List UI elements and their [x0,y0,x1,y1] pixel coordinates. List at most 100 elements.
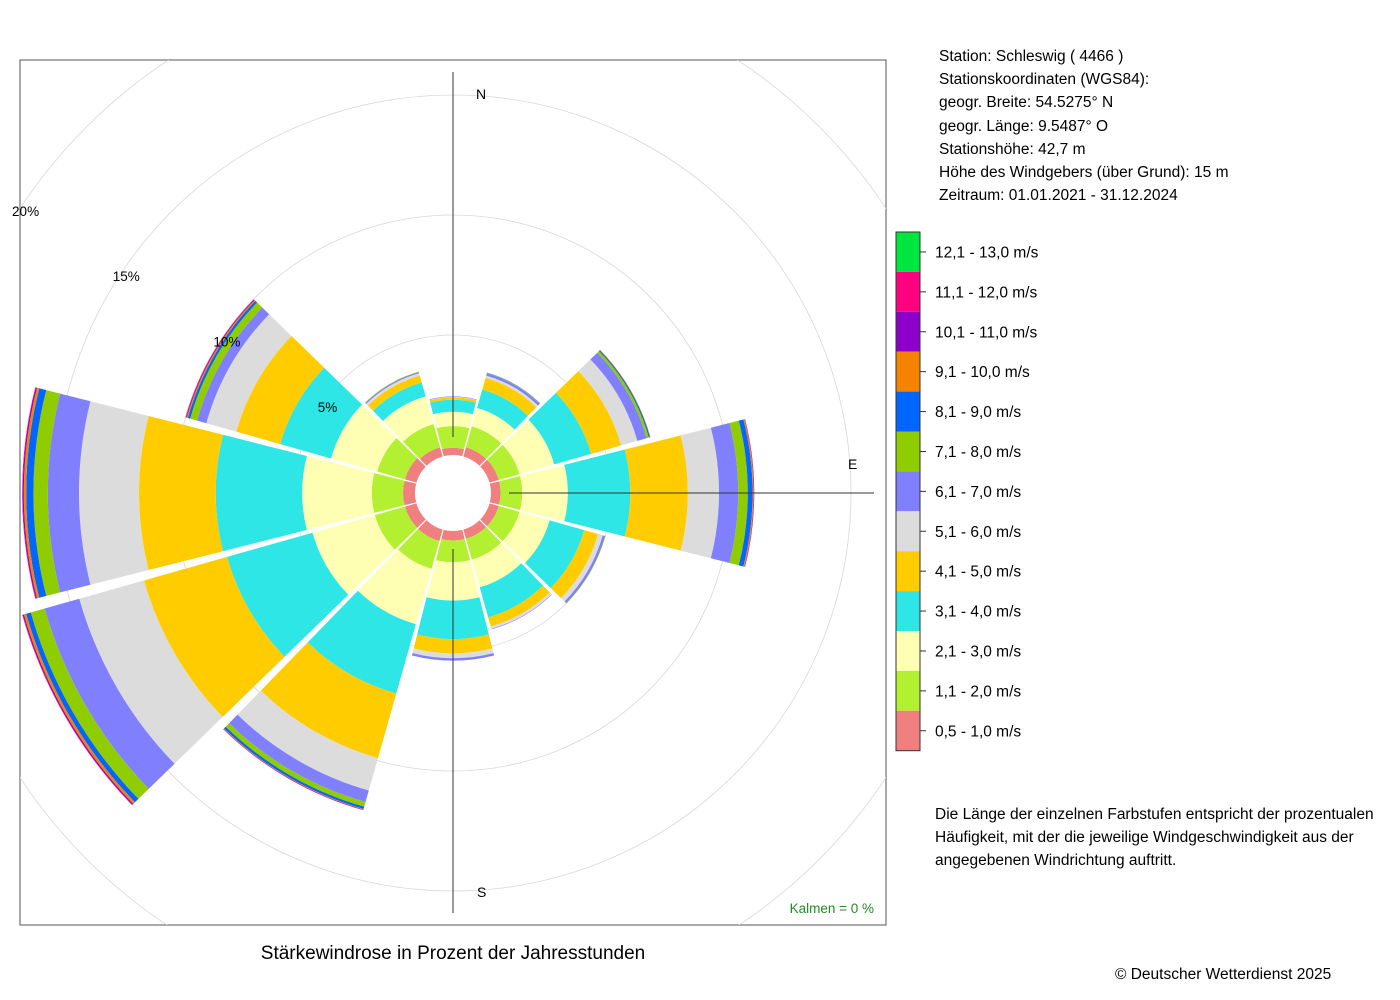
direction-30-wedge [463,372,541,466]
segment-dir-150-bin-1 [465,527,502,560]
segment-dir-270-bin-2 [302,456,375,530]
legend-label-0: 0,5 - 1,0 m/s [935,723,1021,740]
segment-dir-300-bin-0 [404,458,426,483]
segment-dir-300-bin-5 [206,314,292,432]
segment-dir-60-bin-1 [487,444,520,481]
direction-210-wedge [223,520,443,811]
legend-border [895,231,921,752]
segment-dir-120-bin-2 [502,511,550,563]
segment-dir-300-bin-2 [330,404,397,472]
segment-dir-30-bin-6 [486,373,540,406]
station-latitude: geogr. Breite: 54.5275° N [939,94,1114,112]
note-line-1: Die Länge der einzelnen Farbstufen entsp… [935,806,1374,823]
segment-dir-150-bin-2 [471,542,522,588]
radial-tick-label-15: 15% [113,269,140,284]
segment-dir-0-bin-6 [429,396,477,400]
legend-label-5: 5,1 - 6,0 m/s [935,524,1021,541]
segment-dir-60-bin-2 [502,419,555,475]
segment-dir-120-bin-0 [480,503,499,527]
legend-swatch-11 [896,271,920,312]
legend-swatch-7 [896,431,920,472]
calm-label: Kalmen = 0 % [790,901,874,916]
radial-tick-label-10: 10% [213,335,240,350]
segment-dir-240-bin-1 [374,506,418,550]
segment-dir-270-bin-6 [47,393,91,593]
segment-dir-60-bin-5 [578,359,638,446]
segment-dir-180-bin-5 [412,648,494,659]
segment-dir-30-bin-2 [471,407,515,444]
legend-label-9: 9,1 - 10,0 m/s [935,364,1030,381]
segment-dir-0-bin-5 [429,396,477,401]
station-info: Station: Schleswig ( 4466 ) Stationskoor… [939,45,1228,207]
segment-dir-120-bin-5 [561,534,603,602]
segment-dir-150-bin-5 [490,592,552,629]
legend-label-8: 8,1 - 9,0 m/s [935,404,1021,421]
segment-dir-270-bin-4 [138,415,224,571]
legend-label-7: 7,1 - 8,0 m/s [935,444,1021,461]
station-elevation: Stationshöhe: 42,7 m [939,140,1086,158]
legend-label-2: 2,1 - 3,0 m/s [935,643,1021,660]
segment-dir-120-bin-4 [550,530,599,599]
legend-label-6: 6,1 - 7,0 m/s [935,484,1021,501]
direction-300-wedge [185,299,426,483]
segment-dir-270-bin-5 [79,401,149,585]
segment-dir-210-bin-2 [357,549,432,625]
segment-dir-240-bin-3 [227,532,349,657]
segment-dir-210-bin-0 [418,520,443,542]
legend-label-4: 4,1 - 5,0 m/s [935,564,1021,581]
segment-dir-90-bin-0 [489,481,501,505]
segment-dir-90-bin-8 [738,419,753,567]
segment-dir-30-bin-1 [465,426,502,459]
segment-dir-240-bin-7 [30,608,149,799]
legend-swatch-4 [896,551,920,592]
segment-dir-0-bin-0 [441,447,465,457]
segment-dir-210-bin-3 [307,590,416,694]
segment-dir-240-bin-6 [44,598,175,789]
legend-swatch-5 [896,511,920,552]
legend-swatch-1 [896,670,920,711]
time-period: Zeitraum: 01.01.2021 - 31.12.2024 [939,187,1178,205]
legend-label-10: 10,1 - 11,0 m/s [935,324,1037,341]
radial-tick-label-20: 20% [12,204,39,219]
segment-dir-300-bin-4 [236,336,325,445]
segment-dir-180-bin-0 [441,529,465,541]
legend-swatch-9 [896,351,920,392]
segment-dir-60-bin-3 [528,392,592,465]
direction-270-wedge [22,387,417,599]
direction-240-wedge [22,503,426,806]
chart-title: Stärkewindrose in Prozent der Jahresstun… [260,943,646,964]
segment-dir-120-bin-3 [524,520,585,589]
segment-dir-210-bin-7 [225,723,366,807]
direction-120-wedge [480,503,606,604]
segment-dir-90-bin-10 [744,419,755,567]
segment-dir-210-bin-6 [229,714,369,803]
segment-dir-330-bin-2 [383,396,434,442]
note-line-3: angegebenen Windrichtung auftritt. [935,852,1177,870]
wind-rose-wedges [22,299,755,811]
segment-dir-120-bin-6 [564,535,606,604]
segment-dir-270-bin-0 [403,480,417,506]
legend-label-11: 11,1 - 12,0 m/s [935,284,1037,301]
segment-dir-270-bin-10 [22,387,37,599]
legend-label-12: 12,1 - 13,0 m/s [935,244,1039,261]
segment-dir-270-bin-9 [23,387,40,599]
segment-dir-90-bin-9 [743,419,754,567]
segment-dir-30-bin-5 [485,375,539,408]
legend-swatch-8 [896,391,920,432]
radial-tick-label-5: 5% [318,400,338,415]
segment-dir-270-bin-7 [33,390,61,596]
station-longitude: geogr. Länge: 9.5487° O [939,117,1109,135]
north-label: N [476,86,486,102]
segment-dir-270-bin-11 [22,387,36,599]
station-name: Station: Schleswig ( 4466 ) [939,48,1124,65]
legend-swatch-3 [896,591,920,631]
segment-dir-0-bin-1 [436,426,470,450]
segment-dir-270-bin-3 [215,434,307,552]
segment-dir-60-bin-6 [590,352,647,441]
segment-dir-60-bin-0 [480,459,499,483]
segment-dir-210-bin-4 [260,642,397,759]
segment-dir-300-bin-1 [377,438,418,480]
legend-label-3: 3,1 - 4,0 m/s [935,604,1021,621]
east-label: E [848,456,857,472]
